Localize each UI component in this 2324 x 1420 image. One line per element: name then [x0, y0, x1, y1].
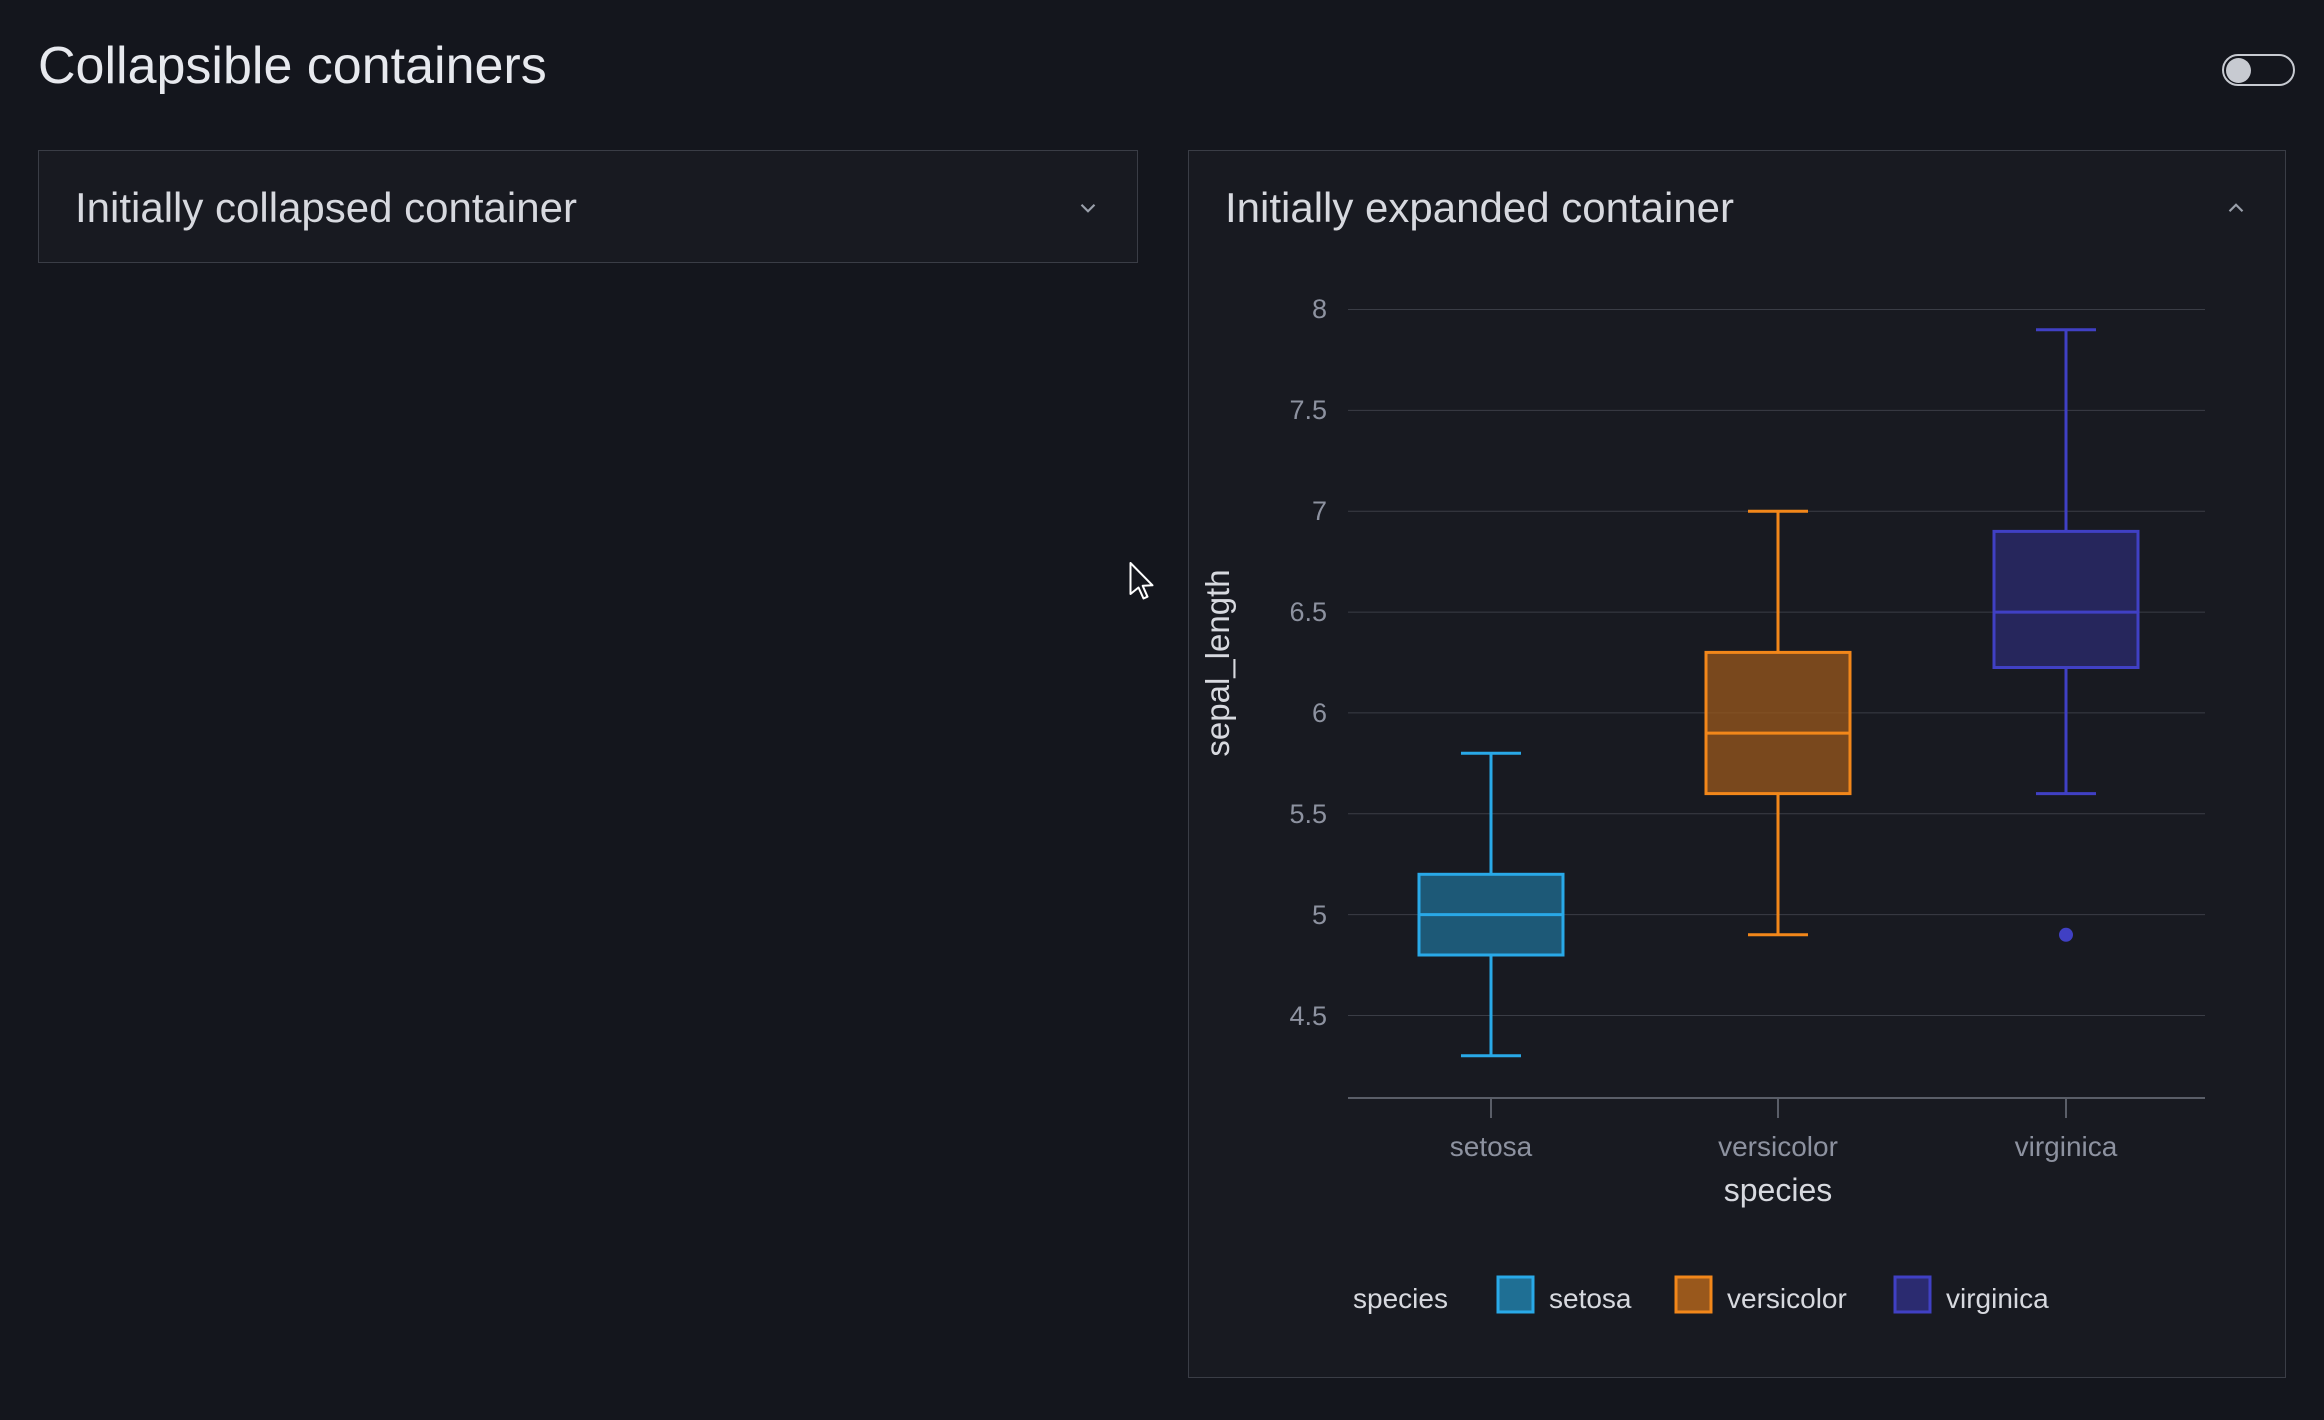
- svg-text:species: species: [1353, 1283, 1448, 1314]
- svg-text:setosa: setosa: [1549, 1283, 1632, 1314]
- svg-text:species: species: [1724, 1172, 1833, 1208]
- svg-text:virginica: virginica: [2015, 1131, 2118, 1162]
- svg-text:5: 5: [1312, 900, 1327, 930]
- svg-text:6.5: 6.5: [1289, 597, 1327, 627]
- svg-text:setosa: setosa: [1450, 1131, 1533, 1162]
- svg-text:sepal_length: sepal_length: [1199, 569, 1236, 756]
- svg-text:versicolor: versicolor: [1727, 1283, 1847, 1314]
- svg-text:7.5: 7.5: [1289, 395, 1327, 425]
- svg-text:virginica: virginica: [1946, 1283, 2049, 1314]
- svg-text:6: 6: [1312, 698, 1327, 728]
- svg-text:8: 8: [1312, 294, 1327, 324]
- svg-text:7: 7: [1312, 496, 1327, 526]
- svg-text:4.5: 4.5: [1289, 1001, 1327, 1031]
- svg-text:versicolor: versicolor: [1718, 1131, 1838, 1162]
- svg-text:5.5: 5.5: [1289, 799, 1327, 829]
